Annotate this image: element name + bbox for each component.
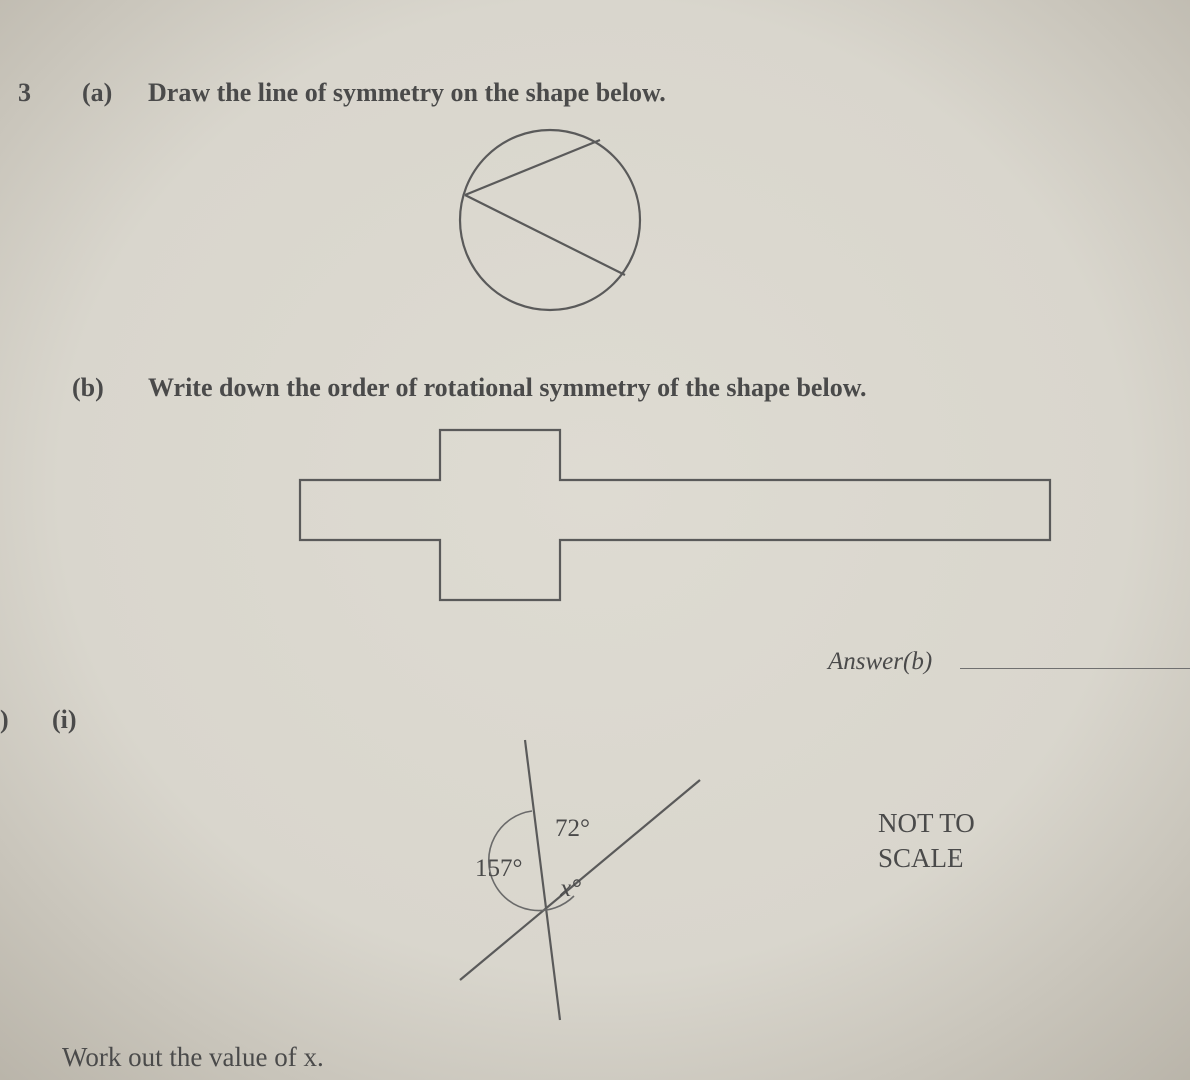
angle-x: x° — [560, 875, 581, 903]
angle-72: 72° — [555, 815, 590, 843]
work-out-text: Work out the value of x. — [62, 1042, 324, 1073]
angle-diagram — [0, 0, 1190, 1080]
angle-157: 157° — [475, 855, 523, 883]
